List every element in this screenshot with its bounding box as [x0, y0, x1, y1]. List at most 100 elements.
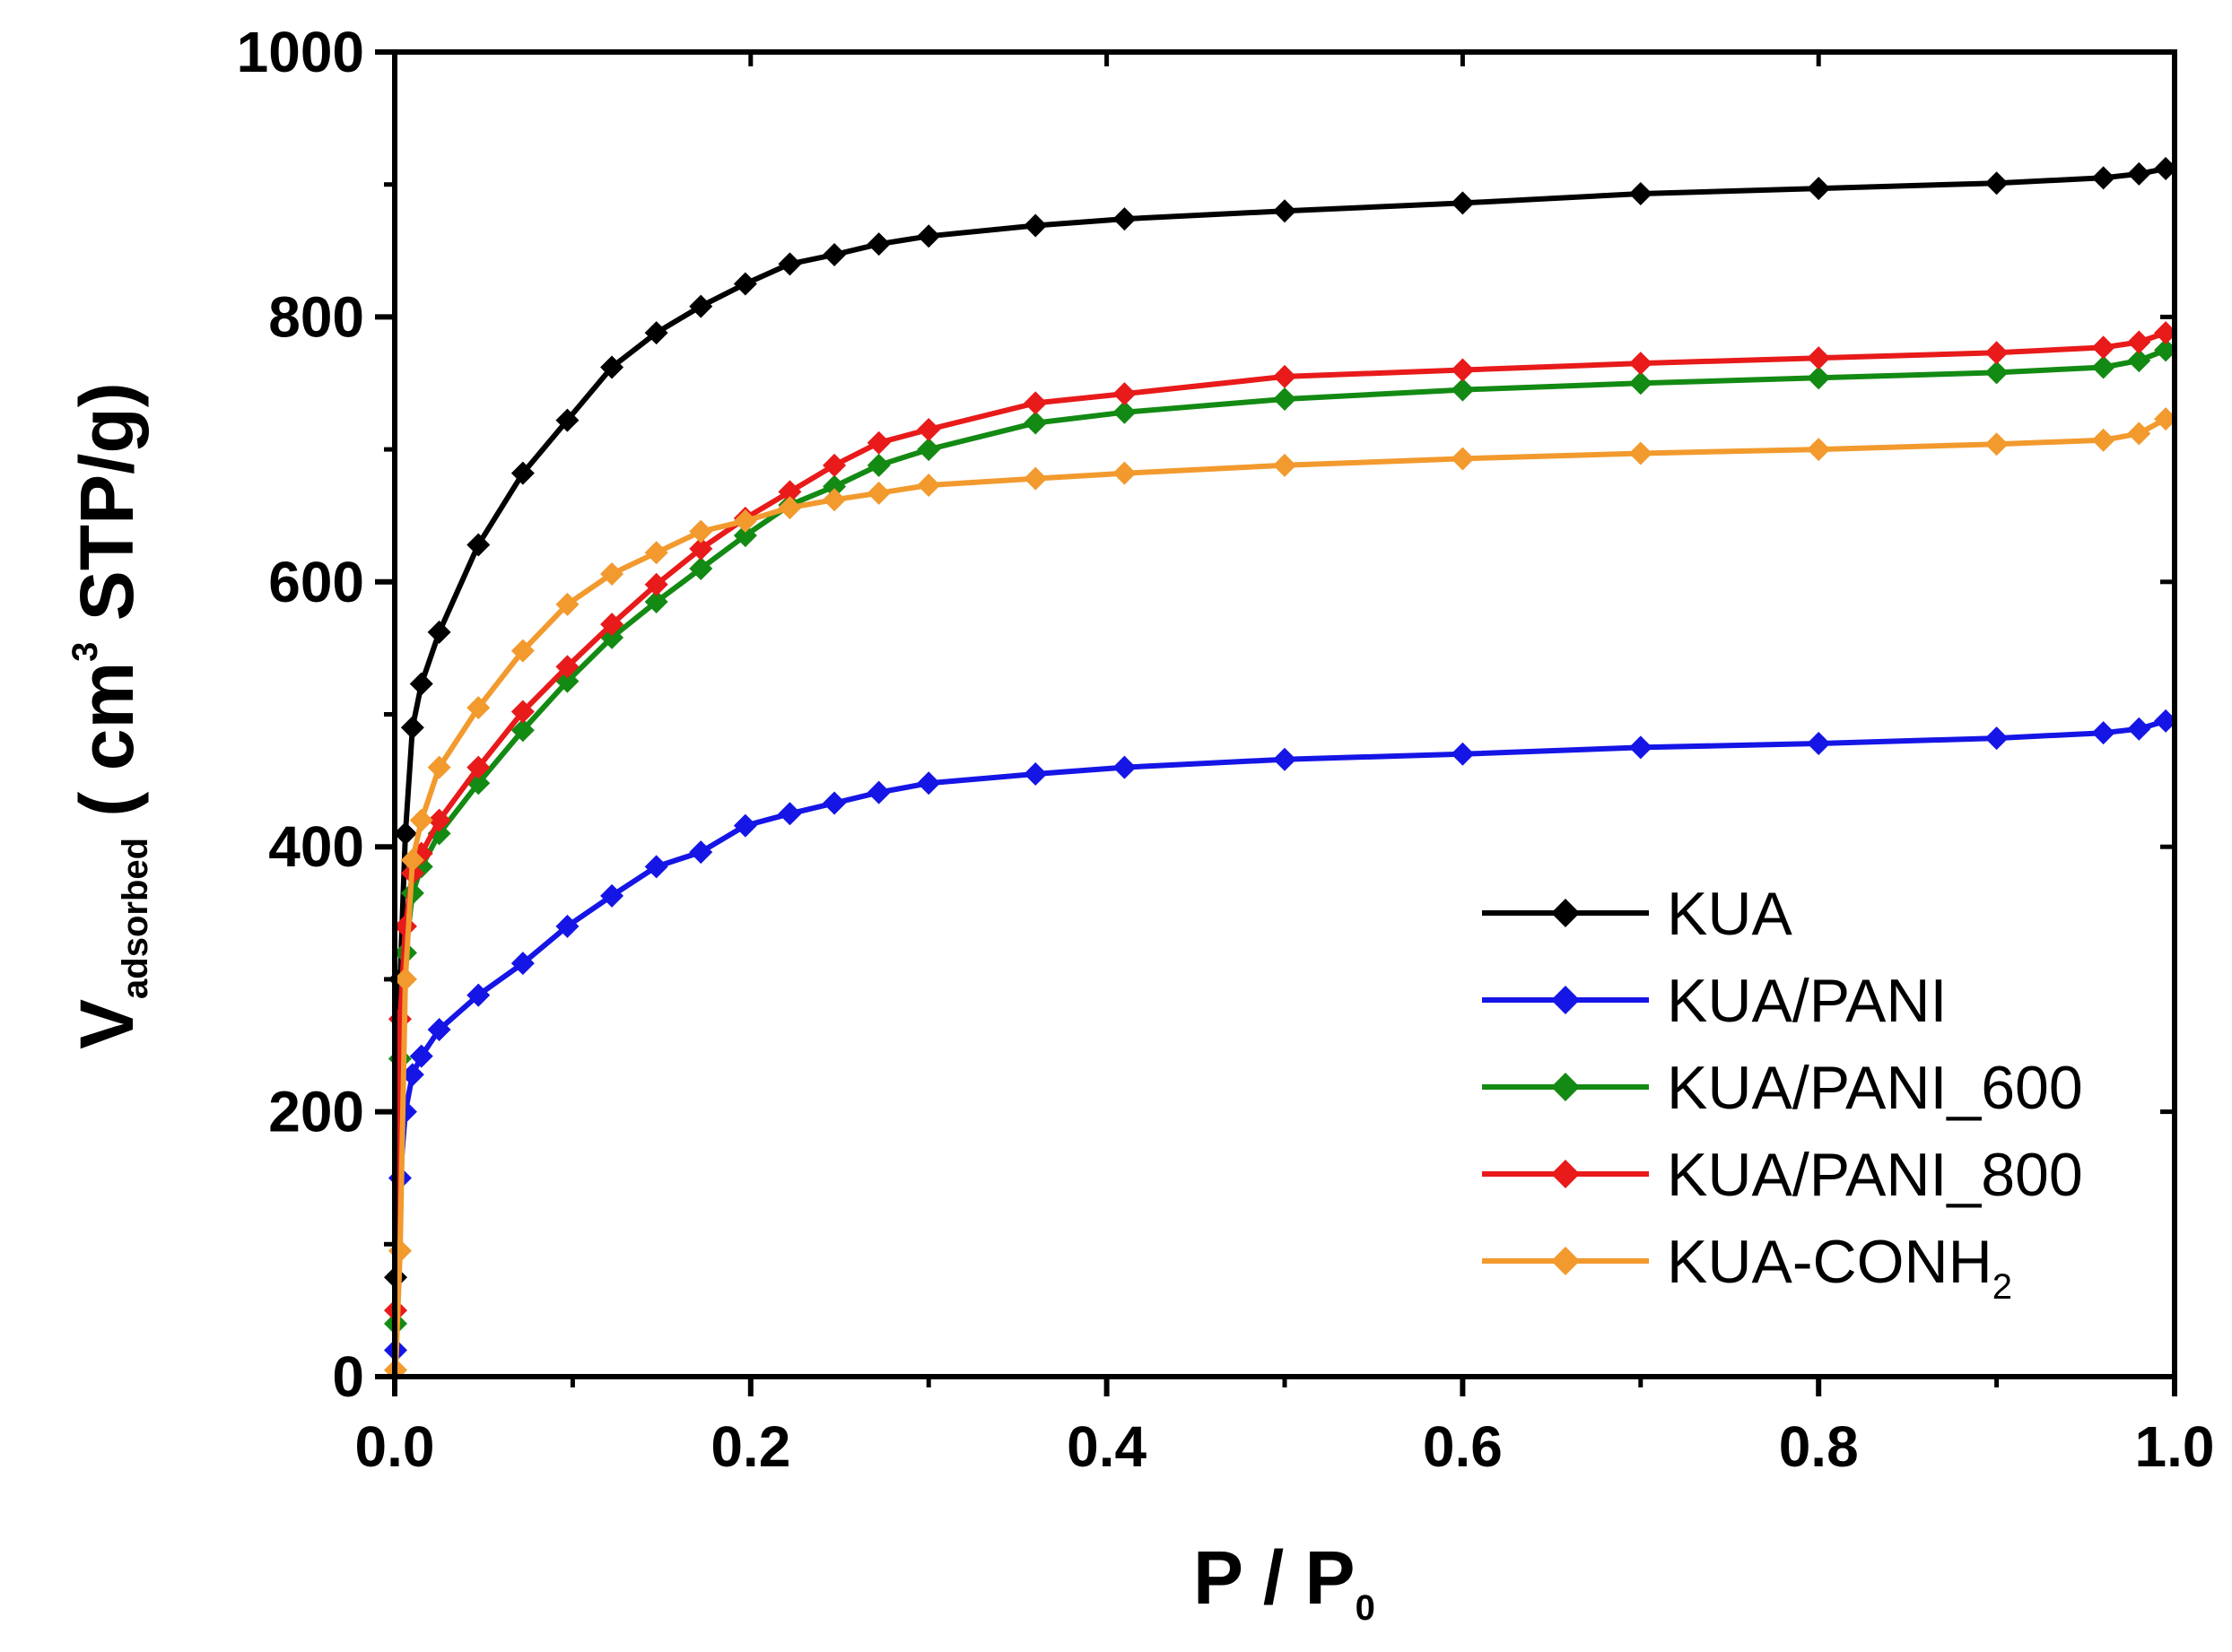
series-1	[383, 709, 2178, 1362]
axis-ticks: 0.0 0.2 0.4 0.6 0.8 1.0 0 200 400 600 800 1000	[237, 20, 2215, 1479]
data-point	[2154, 156, 2178, 180]
data-point	[1628, 735, 1652, 760]
data-point	[2091, 335, 2115, 360]
legend-label: KUA/PANI_800	[1667, 1141, 2083, 1209]
x-tick-label: 1.0	[2135, 1414, 2215, 1479]
data-point	[689, 840, 713, 865]
data-point	[510, 952, 535, 976]
y-tick-label: 400	[268, 814, 364, 879]
data-point	[778, 480, 802, 504]
data-point	[400, 716, 424, 740]
data-point	[1273, 364, 1296, 388]
y-tick-label: 800	[268, 284, 364, 349]
data-point	[823, 488, 847, 512]
data-point	[1112, 382, 1137, 406]
legend-item-3: KUA/PANI_800	[1482, 1141, 2083, 1209]
data-point	[427, 1018, 451, 1042]
data-point	[1112, 755, 1137, 779]
legend-swatch-marker	[1551, 1160, 1580, 1188]
legend-label: KUA/PANI_600	[1667, 1054, 2083, 1122]
data-point	[917, 771, 941, 796]
data-point	[510, 639, 535, 663]
data-point	[917, 473, 941, 497]
data-point	[1273, 747, 1296, 771]
data-point	[400, 1063, 424, 1087]
data-point	[1024, 411, 1048, 435]
legend-item-2: KUA/PANI_600	[1482, 1054, 2083, 1122]
data-point	[867, 232, 891, 256]
data-point	[555, 592, 580, 616]
y-axis-title-unit-open: ( cm	[65, 662, 149, 838]
data-point	[823, 453, 847, 477]
data-point	[2154, 407, 2178, 431]
data-point	[1984, 171, 2009, 196]
data-point	[733, 524, 757, 548]
data-point	[1451, 358, 1475, 382]
series-0	[383, 156, 2178, 1290]
data-point	[1112, 461, 1137, 485]
data-point	[644, 855, 668, 879]
legend-item-4: KUA-CONH2	[1482, 1228, 2012, 1307]
data-point	[600, 561, 624, 586]
data-point	[2127, 349, 2151, 373]
data-point	[2127, 161, 2151, 186]
data-point	[510, 461, 535, 485]
data-point	[689, 519, 713, 543]
data-point	[409, 672, 433, 696]
data-point	[2127, 717, 2151, 741]
data-point	[1112, 400, 1137, 424]
data-point	[1807, 438, 1831, 462]
data-point	[2127, 422, 2151, 446]
y-tick-label: 200	[268, 1080, 364, 1144]
data-point	[644, 589, 668, 613]
data-point	[1024, 213, 1048, 238]
data-point	[1807, 346, 1831, 370]
series-layer	[383, 156, 2178, 1382]
data-point	[867, 453, 891, 477]
legend-swatch-marker	[1551, 1073, 1580, 1101]
data-point	[823, 791, 847, 815]
data-point	[867, 430, 891, 455]
data-point	[644, 321, 668, 345]
data-point	[917, 417, 941, 441]
data-point	[409, 808, 433, 832]
x-axis-title: P / P0	[1193, 1535, 1375, 1628]
data-point	[2091, 166, 2115, 190]
data-point	[733, 813, 757, 838]
data-point	[1451, 742, 1475, 766]
data-point	[1273, 453, 1296, 477]
data-point	[1273, 387, 1296, 411]
data-point	[778, 802, 802, 826]
data-point	[1112, 207, 1137, 231]
y-axis-title-unit-close: STP/g)	[65, 382, 149, 641]
legend-label: KUA	[1667, 880, 1792, 948]
data-point	[1451, 378, 1475, 402]
y-axis-title-main: V	[65, 999, 149, 1049]
x-tick-label: 0.6	[1423, 1414, 1503, 1479]
data-point	[1024, 466, 1048, 491]
data-point	[2154, 321, 2178, 345]
data-point	[1807, 177, 1831, 201]
data-point	[393, 914, 417, 938]
data-point	[427, 808, 451, 832]
data-point	[2091, 428, 2115, 452]
data-point	[1024, 761, 1048, 786]
data-point	[644, 541, 668, 565]
data-point	[917, 438, 941, 462]
data-point	[427, 620, 451, 644]
data-point	[555, 408, 580, 432]
y-tick-label: 1000	[237, 20, 364, 84]
data-point	[1451, 191, 1475, 215]
legend-swatch-marker	[1551, 899, 1580, 927]
data-point	[1984, 432, 2009, 456]
x-axis-title-sub: 0	[1356, 1588, 1375, 1628]
x-tick-label: 0.0	[355, 1414, 435, 1479]
data-point	[1628, 352, 1652, 376]
y-tick-label: 0	[332, 1344, 364, 1409]
data-point	[555, 914, 580, 938]
data-point	[689, 557, 713, 581]
data-point	[466, 533, 491, 557]
data-point	[600, 883, 624, 908]
data-point	[1628, 371, 1652, 396]
